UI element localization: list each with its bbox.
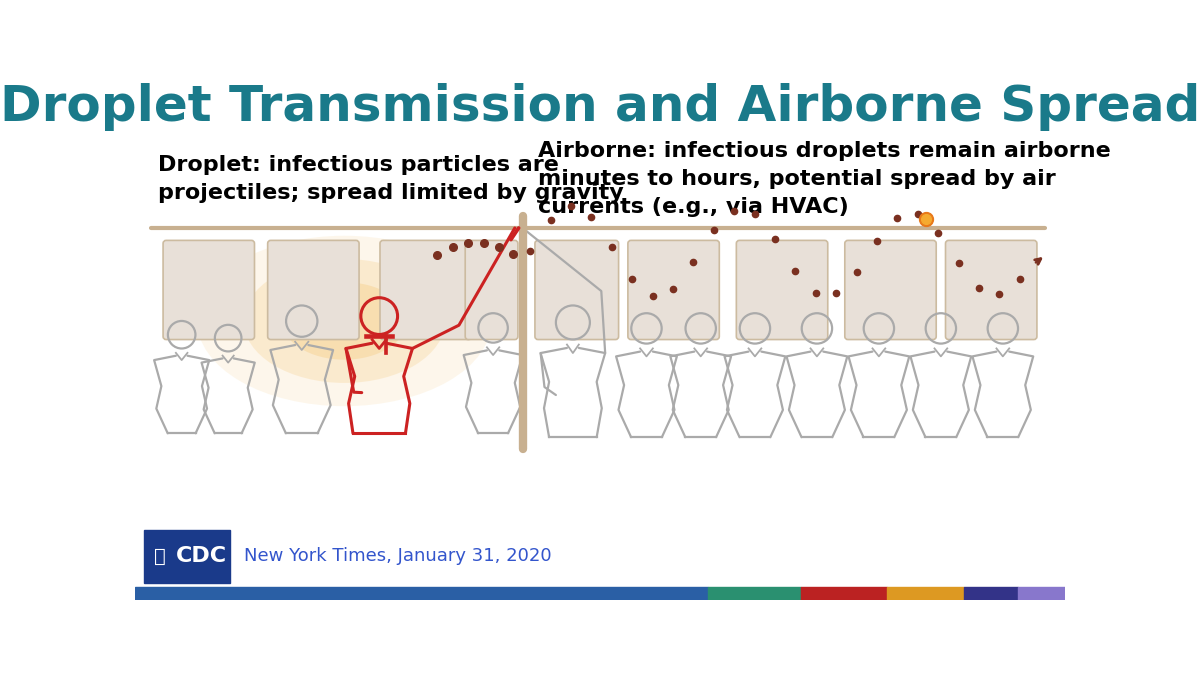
Ellipse shape (244, 259, 445, 383)
FancyBboxPatch shape (380, 241, 472, 339)
Ellipse shape (197, 236, 492, 406)
FancyBboxPatch shape (268, 241, 359, 339)
FancyBboxPatch shape (535, 241, 618, 339)
FancyBboxPatch shape (163, 241, 254, 339)
Text: Droplet: infectious particles are
projectiles; spread limited by gravity: Droplet: infectious particles are projec… (158, 155, 624, 203)
Bar (887, 587, 964, 600)
FancyBboxPatch shape (466, 241, 518, 339)
Text: CDC: CDC (175, 546, 227, 566)
Bar (802, 587, 887, 600)
Ellipse shape (282, 282, 407, 360)
Text: New York Times, January 31, 2020: New York Times, January 31, 2020 (244, 548, 551, 565)
Bar (136, 587, 708, 600)
Text: Airborne: infectious droplets remain airborne
minutes to hours, potential spread: Airborne: infectious droplets remain air… (538, 141, 1111, 217)
FancyBboxPatch shape (628, 241, 719, 339)
Bar (708, 587, 802, 600)
FancyBboxPatch shape (845, 241, 936, 339)
Bar (1019, 587, 1064, 600)
Text: 🦅: 🦅 (154, 547, 166, 566)
FancyBboxPatch shape (737, 241, 828, 339)
Text: Droplet Transmission and Airborne Spread: Droplet Transmission and Airborne Spread (0, 83, 1200, 131)
Bar (144, 530, 229, 583)
Bar (964, 587, 1019, 600)
FancyBboxPatch shape (946, 241, 1037, 339)
